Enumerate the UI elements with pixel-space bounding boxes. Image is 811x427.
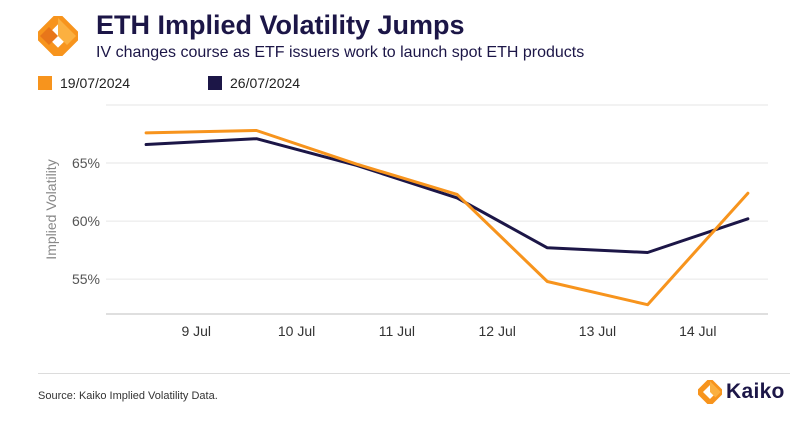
x-tick-label: 9 Jul (181, 323, 211, 339)
chart-title: ETH Implied Volatility Jumps (96, 10, 465, 40)
y-axis-label: Implied Volatility (43, 159, 59, 259)
chart-subtitle: IV changes course as ETF issuers work to… (96, 44, 585, 61)
legend-swatch-orange (38, 76, 52, 90)
series-layer (144, 129, 750, 307)
legend-swatch-navy (208, 76, 222, 90)
legend-label-series-1: 19/07/2024 (60, 75, 131, 91)
y-tick-label: 55% (72, 271, 100, 287)
legend-item-series-1: 19/07/2024 (38, 75, 130, 91)
x-tick-label: 10 Jul (278, 323, 315, 339)
brand-name: Kaiko (726, 380, 785, 403)
kaiko-logo-icon (38, 16, 78, 56)
source-note: Source: Kaiko Implied Volatility Data. (38, 390, 218, 402)
axis-layer: 55% 60% 65% 9 Jul 10 Jul 11 Jul 12 Jul 13 Jul 14… (43, 155, 768, 339)
y-tick-label: 65% (72, 155, 100, 171)
y-tick-label: 60% (72, 213, 100, 229)
legend-label-series-2: 26/07/2024 (230, 75, 301, 91)
brand-logo: Kaiko (698, 380, 785, 404)
grid-layer (106, 104, 768, 280)
x-tick-label: 12 Jul (479, 323, 516, 339)
x-tick-label: 11 Jul (379, 323, 415, 339)
series-line-2 (144, 137, 750, 254)
x-tick-label: 13 Jul (579, 323, 616, 339)
line-chart: 55% 60% 65% 9 Jul 10 Jul 11 Jul 12 Jul 13 Jul 14… (43, 104, 768, 339)
series-line-1 (144, 129, 750, 307)
footer-divider (38, 373, 790, 374)
x-tick-label: 14 Jul (679, 323, 716, 339)
kaiko-mark-icon (698, 380, 722, 404)
legend-item-series-2: 26/07/2024 (208, 75, 300, 91)
